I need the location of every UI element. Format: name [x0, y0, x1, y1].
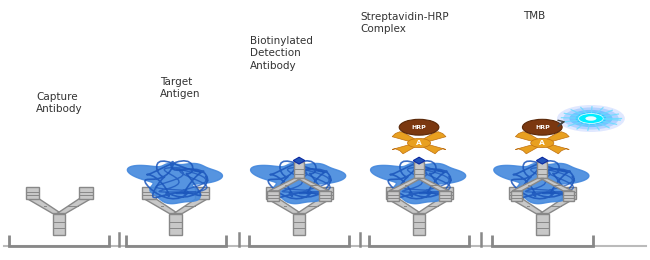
Circle shape — [531, 139, 554, 148]
Text: Biotinylated
Detection
Antibody: Biotinylated Detection Antibody — [250, 36, 313, 70]
Polygon shape — [144, 199, 178, 213]
Circle shape — [557, 105, 625, 132]
Polygon shape — [269, 178, 300, 191]
Bar — [413, 213, 426, 235]
Bar — [387, 191, 399, 201]
Text: A: A — [416, 140, 422, 146]
Circle shape — [586, 116, 597, 121]
Polygon shape — [370, 163, 465, 204]
Text: HRP: HRP — [411, 125, 426, 130]
Polygon shape — [515, 142, 544, 154]
Polygon shape — [417, 132, 446, 144]
Text: Capture
Antibody: Capture Antibody — [36, 92, 83, 114]
Bar — [562, 187, 576, 199]
Bar — [142, 187, 156, 199]
Bar — [385, 187, 399, 199]
Polygon shape — [541, 132, 569, 144]
Text: A: A — [540, 140, 545, 146]
Bar — [25, 187, 40, 199]
Polygon shape — [392, 142, 421, 154]
Bar — [53, 213, 66, 235]
Circle shape — [399, 119, 439, 135]
Polygon shape — [510, 199, 545, 213]
Polygon shape — [494, 163, 589, 204]
Circle shape — [575, 112, 606, 125]
Polygon shape — [540, 199, 574, 213]
Polygon shape — [417, 178, 449, 191]
Polygon shape — [267, 199, 301, 213]
Polygon shape — [417, 142, 446, 154]
Polygon shape — [515, 132, 544, 144]
Bar — [319, 191, 331, 201]
Bar — [294, 162, 304, 178]
Circle shape — [578, 114, 603, 124]
Polygon shape — [174, 199, 208, 213]
Text: Streptavidin-HRP
Complex: Streptavidin-HRP Complex — [361, 12, 449, 34]
Bar — [536, 213, 549, 235]
Polygon shape — [536, 157, 548, 164]
Polygon shape — [293, 157, 305, 164]
Text: TMB: TMB — [523, 11, 545, 21]
Text: HRP: HRP — [535, 125, 550, 130]
Polygon shape — [298, 178, 329, 191]
Polygon shape — [413, 157, 424, 164]
Bar — [79, 187, 92, 199]
Polygon shape — [541, 178, 573, 191]
Bar — [509, 187, 523, 199]
Polygon shape — [392, 132, 421, 144]
Bar — [439, 187, 452, 199]
Circle shape — [563, 107, 619, 129]
Bar — [511, 191, 522, 201]
Bar — [414, 162, 424, 178]
Bar — [266, 187, 280, 199]
Circle shape — [523, 119, 562, 135]
Polygon shape — [417, 199, 451, 213]
Polygon shape — [297, 199, 331, 213]
Bar — [537, 162, 547, 178]
Polygon shape — [512, 178, 544, 191]
Polygon shape — [541, 142, 569, 154]
Bar — [170, 213, 182, 235]
Circle shape — [569, 110, 612, 127]
Bar — [318, 187, 333, 199]
Bar — [292, 213, 306, 235]
Polygon shape — [387, 199, 421, 213]
Circle shape — [408, 139, 430, 148]
Polygon shape — [27, 199, 61, 213]
Bar — [267, 191, 279, 201]
Polygon shape — [251, 163, 346, 204]
Bar — [196, 187, 209, 199]
Polygon shape — [57, 199, 91, 213]
Text: Target
Antigen: Target Antigen — [160, 76, 200, 99]
Polygon shape — [127, 163, 222, 204]
Polygon shape — [389, 178, 421, 191]
Bar — [439, 191, 450, 201]
Bar — [562, 191, 574, 201]
